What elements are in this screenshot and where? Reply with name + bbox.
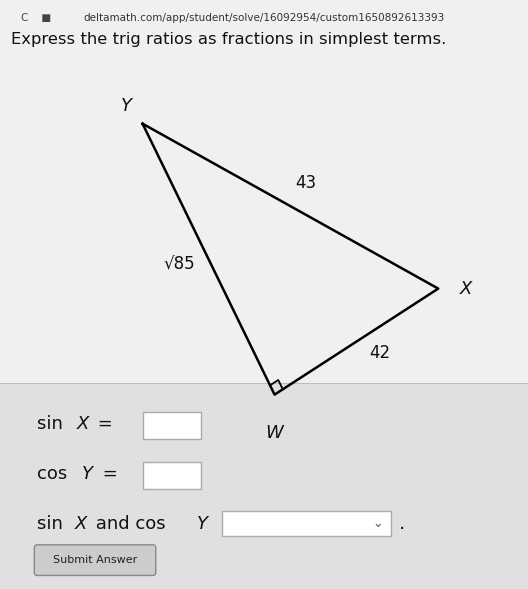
Text: =: = bbox=[97, 465, 118, 483]
Text: Submit Answer: Submit Answer bbox=[53, 555, 137, 565]
Text: deltamath.com/app/student/solve/16092954/custom1650892613393: deltamath.com/app/student/solve/16092954… bbox=[83, 13, 445, 23]
Text: Express the trig ratios as fractions in simplest terms.: Express the trig ratios as fractions in … bbox=[11, 32, 446, 47]
Text: C    ■: C ■ bbox=[21, 13, 58, 23]
FancyBboxPatch shape bbox=[34, 545, 156, 575]
Text: =: = bbox=[92, 415, 112, 433]
Text: Y: Y bbox=[121, 97, 132, 115]
Text: X: X bbox=[77, 415, 89, 433]
Text: 42: 42 bbox=[370, 345, 391, 362]
Text: 43: 43 bbox=[296, 174, 317, 191]
Text: .: . bbox=[399, 514, 405, 533]
Text: X: X bbox=[459, 280, 472, 297]
Text: sin: sin bbox=[37, 515, 69, 533]
Text: √85: √85 bbox=[164, 256, 195, 274]
Bar bbox=[222, 511, 391, 536]
Text: X: X bbox=[75, 515, 87, 533]
Text: and cos: and cos bbox=[90, 515, 171, 533]
Text: Y: Y bbox=[82, 465, 93, 483]
Text: ⌄: ⌄ bbox=[372, 517, 383, 530]
Text: Y: Y bbox=[197, 515, 208, 533]
Text: sin: sin bbox=[37, 415, 69, 433]
Text: cos: cos bbox=[37, 465, 73, 483]
Bar bbox=[0, 383, 528, 589]
Bar bbox=[143, 412, 201, 439]
Bar bbox=[143, 462, 201, 489]
Text: W: W bbox=[266, 424, 284, 442]
